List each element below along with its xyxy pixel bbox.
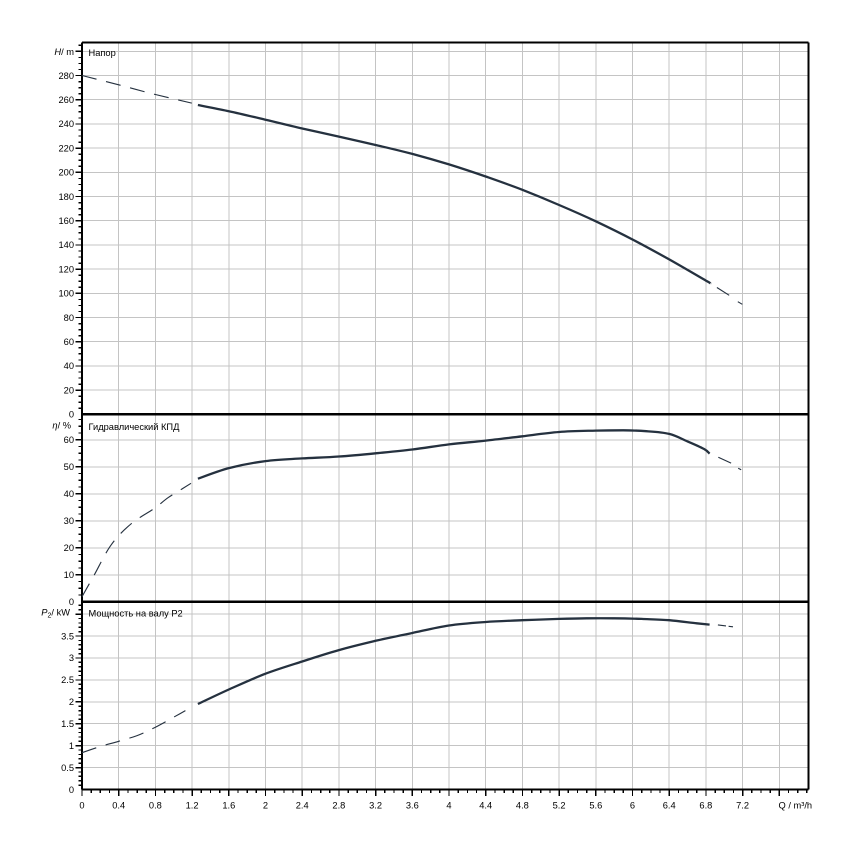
svg-text:0.8: 0.8 (149, 800, 162, 810)
svg-text:0: 0 (69, 410, 74, 420)
svg-text:10: 10 (64, 570, 74, 580)
svg-text:0: 0 (79, 800, 84, 810)
svg-text:80: 80 (64, 313, 74, 323)
svg-text:2.5: 2.5 (61, 675, 74, 685)
svg-text:6.4: 6.4 (663, 800, 676, 810)
svg-text:220: 220 (58, 143, 74, 153)
svg-text:3.2: 3.2 (369, 800, 382, 810)
svg-text:1.2: 1.2 (186, 800, 199, 810)
svg-text:20: 20 (64, 543, 74, 553)
svg-text:4: 4 (446, 800, 451, 810)
svg-text:1: 1 (69, 741, 74, 751)
svg-text:3: 3 (69, 653, 74, 663)
svg-text:η/ %: η/ % (52, 421, 71, 431)
svg-text:2: 2 (69, 697, 74, 707)
svg-text:Напор: Напор (89, 48, 116, 58)
svg-text:5.2: 5.2 (553, 800, 566, 810)
svg-text:180: 180 (58, 192, 74, 202)
svg-text:0.4: 0.4 (112, 800, 125, 810)
svg-text:3.5: 3.5 (61, 631, 74, 641)
svg-text:240: 240 (58, 119, 74, 129)
svg-text:Гидравлический КПД: Гидравлический КПД (89, 422, 181, 432)
svg-text:160: 160 (58, 216, 74, 226)
svg-text:0: 0 (69, 597, 74, 607)
svg-text:6: 6 (630, 800, 635, 810)
svg-text:1.6: 1.6 (222, 800, 235, 810)
svg-text:6.8: 6.8 (699, 800, 712, 810)
svg-text:200: 200 (58, 168, 74, 178)
svg-text:260: 260 (58, 95, 74, 105)
svg-text:120: 120 (58, 264, 74, 274)
svg-text:4.8: 4.8 (516, 800, 529, 810)
svg-text:4.4: 4.4 (479, 800, 492, 810)
svg-text:5.6: 5.6 (589, 800, 602, 810)
svg-text:100: 100 (58, 289, 74, 299)
svg-text:60: 60 (64, 435, 74, 445)
svg-text:20: 20 (64, 385, 74, 395)
svg-text:2.8: 2.8 (332, 800, 345, 810)
svg-text:Мощность на валу P2: Мощность на валу P2 (89, 608, 183, 618)
svg-text:50: 50 (64, 462, 74, 472)
svg-text:60: 60 (64, 337, 74, 347)
svg-text:Q / m³/h: Q / m³/h (779, 800, 813, 810)
svg-text:40: 40 (64, 489, 74, 499)
svg-text:140: 140 (58, 240, 74, 250)
svg-text:H/ m: H/ m (54, 47, 74, 57)
svg-text:30: 30 (64, 516, 74, 526)
svg-text:0: 0 (69, 785, 74, 795)
svg-text:2.4: 2.4 (296, 800, 309, 810)
svg-text:3.6: 3.6 (406, 800, 419, 810)
svg-text:1.5: 1.5 (61, 719, 74, 729)
svg-text:7.2: 7.2 (736, 800, 749, 810)
svg-text:280: 280 (58, 71, 74, 81)
svg-text:2: 2 (263, 800, 268, 810)
svg-text:0.5: 0.5 (61, 763, 74, 773)
svg-text:40: 40 (64, 361, 74, 371)
